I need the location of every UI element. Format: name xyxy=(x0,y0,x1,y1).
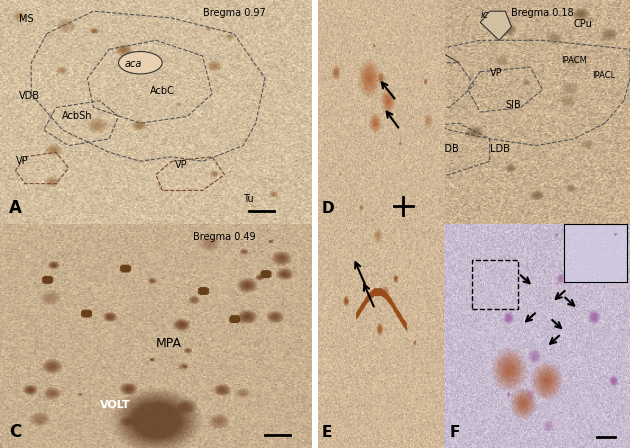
Text: Bregma 0.18: Bregma 0.18 xyxy=(512,8,574,17)
Text: CPu: CPu xyxy=(574,19,593,29)
Text: SIB: SIB xyxy=(505,99,521,109)
Text: B: B xyxy=(324,183,337,201)
Text: Bregma 0.97: Bregma 0.97 xyxy=(203,8,265,17)
Text: MPA: MPA xyxy=(156,337,182,350)
Text: VP: VP xyxy=(16,155,28,165)
Text: AcbSh: AcbSh xyxy=(62,111,93,121)
Text: VP: VP xyxy=(175,160,187,170)
Text: MS: MS xyxy=(19,14,33,24)
Text: E: E xyxy=(322,425,332,440)
Text: aca: aca xyxy=(334,26,351,35)
Text: VOLT: VOLT xyxy=(100,400,130,409)
Text: VLPO: VLPO xyxy=(374,132,396,141)
Text: C: C xyxy=(9,423,21,441)
Text: HDB: HDB xyxy=(437,144,459,154)
Text: IPACL: IPACL xyxy=(593,71,616,80)
PathPatch shape xyxy=(480,11,512,40)
Text: LPO: LPO xyxy=(418,64,437,73)
Text: ox: ox xyxy=(324,198,336,208)
Ellipse shape xyxy=(118,52,162,74)
Text: AcbC: AcbC xyxy=(150,86,175,96)
Text: aca: aca xyxy=(125,59,142,69)
Text: D: D xyxy=(322,201,335,216)
Text: IPACM: IPACM xyxy=(561,56,587,65)
Text: Tu: Tu xyxy=(243,194,254,203)
Text: A: A xyxy=(9,199,22,217)
Text: LDB: LDB xyxy=(490,144,510,154)
Text: VP: VP xyxy=(490,68,502,78)
Text: MPA: MPA xyxy=(365,86,386,96)
Text: Bregma 0.49: Bregma 0.49 xyxy=(193,232,256,241)
Text: VDB: VDB xyxy=(19,90,40,100)
Text: F: F xyxy=(450,425,460,440)
Text: ic: ic xyxy=(480,10,488,20)
